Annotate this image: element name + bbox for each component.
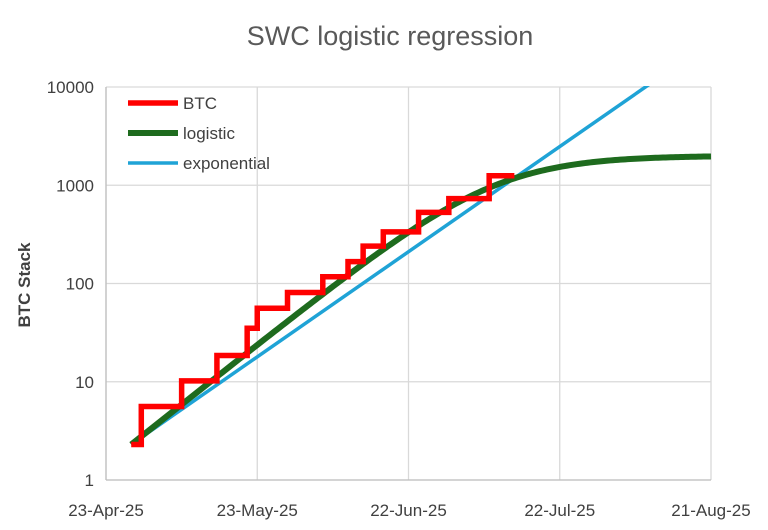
series-line-exponential	[130, 86, 650, 446]
series-line-logistic	[129, 153, 712, 447]
x-tick-label: 23-Apr-25	[68, 501, 144, 520]
x-tick-label: 23-May-25	[217, 501, 298, 520]
y-tick-label: 100	[66, 275, 94, 294]
series-lines	[129, 86, 712, 448]
chart-title: SWC logistic regression	[247, 21, 534, 51]
x-tick-label: 21-Aug-25	[671, 501, 750, 520]
y-tick-label: 10	[75, 373, 94, 392]
legend-label-exponential: exponential	[183, 154, 270, 173]
x-tick-label: 22-Jun-25	[370, 501, 447, 520]
x-tick-label: 22-Jul-25	[524, 501, 595, 520]
axes	[105, 87, 711, 481]
legend-label-logistic: logistic	[183, 124, 235, 143]
y-tick-label: 10000	[47, 78, 94, 97]
y-tick-label: 1	[85, 471, 94, 490]
legend-label-btc: BTC	[183, 94, 217, 113]
y-tick-label: 1000	[56, 176, 94, 195]
series-line-btc	[131, 172, 515, 448]
y-axis-label: BTC Stack	[15, 242, 34, 328]
tick-labels: 1 10 100 1000 10000 23-Apr-25 23-May-25 22-Jun-…	[47, 78, 751, 520]
grid	[105, 86, 712, 481]
legend: BTC logistic exponential	[128, 94, 270, 173]
